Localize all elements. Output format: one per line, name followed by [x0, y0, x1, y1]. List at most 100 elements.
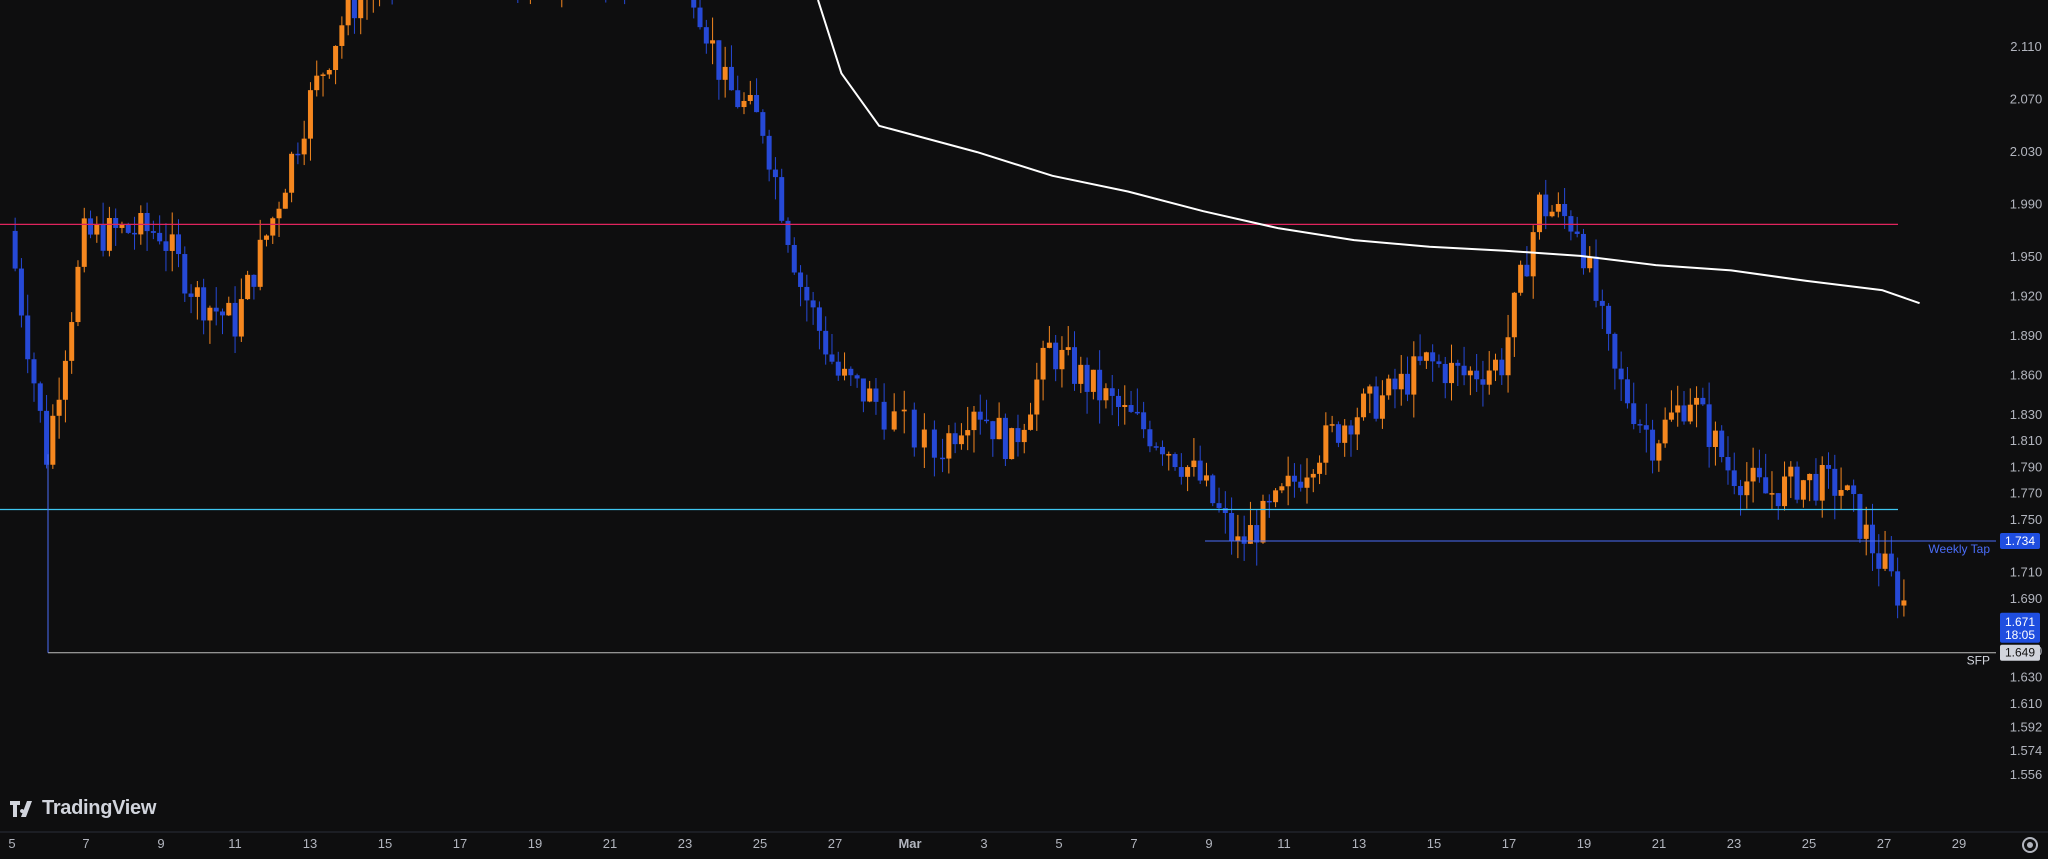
- candle-body: [1643, 425, 1649, 430]
- candle-body: [119, 224, 125, 228]
- candle-body: [1361, 393, 1367, 418]
- time-axis[interactable]: 5 7 9 11 13 15 17 19 21 23 25 27 Mar 3 5 7 9 11 13 15 17 19 21…: [0, 831, 2048, 851]
- candle-body: [1185, 467, 1191, 477]
- sfp-price-tag: [2000, 644, 2040, 661]
- candle-body: [1348, 425, 1354, 435]
- candle-body: [1379, 395, 1385, 419]
- weekly-tap-price-value: 1.734: [2005, 534, 2035, 548]
- candle-body: [1499, 359, 1505, 376]
- time-tick-label: 5: [1055, 836, 1062, 851]
- candle-body: [301, 138, 307, 155]
- candle-body: [1712, 430, 1718, 447]
- moving-average-path: [817, 0, 1920, 305]
- candle-body: [1455, 362, 1461, 366]
- candle-body: [1782, 476, 1788, 507]
- candle-body: [1662, 419, 1668, 444]
- candle-body: [188, 293, 194, 297]
- candle-body: [766, 135, 772, 170]
- candle-body: [990, 421, 996, 440]
- brand-name: TradingView: [42, 797, 157, 819]
- sfp-price-value: 1.649: [2005, 646, 2035, 660]
- time-tick-label: 29: [1952, 836, 1966, 851]
- candle-body: [891, 411, 897, 430]
- candle-body: [1229, 513, 1235, 542]
- candle-body: [691, 0, 697, 8]
- candle-body: [169, 234, 175, 251]
- candle-body: [1317, 462, 1323, 474]
- candle-body: [1354, 417, 1360, 435]
- price-tick-label: 2.110: [2010, 39, 2042, 54]
- candle-body: [1009, 428, 1015, 460]
- candle-body: [1323, 425, 1329, 463]
- candle-body: [1103, 388, 1109, 401]
- candle-body: [747, 95, 753, 101]
- price-axis[interactable]: 2.110 2.070 2.030 1.990 1.950 1.920 1.890 1.860…: [2000, 0, 2048, 832]
- candle-body: [1700, 397, 1706, 405]
- candle-body: [69, 322, 75, 361]
- time-tick-label: 21: [603, 836, 617, 851]
- candle-body: [952, 433, 958, 445]
- candle-body: [176, 234, 182, 255]
- price-tick-label: 2.070: [2010, 92, 2043, 107]
- candle-body: [1863, 524, 1869, 539]
- time-tick-label: 15: [1427, 836, 1441, 851]
- candle-body: [1398, 373, 1404, 390]
- candle-body: [977, 411, 983, 420]
- candle-body: [1888, 553, 1894, 572]
- horizontal-levels: Weekly Tap SFP: [0, 223, 1996, 668]
- candle-body: [722, 66, 728, 80]
- candle-body: [1562, 204, 1568, 217]
- candle-body: [1097, 369, 1103, 401]
- candle-body: [1486, 370, 1492, 385]
- candle-body: [182, 254, 188, 294]
- moving-average-line: [817, 0, 1920, 305]
- candle-body: [1687, 404, 1693, 422]
- candle-body: [1260, 500, 1266, 543]
- candle-body: [1122, 405, 1128, 407]
- last-price-tag: [2000, 612, 2040, 643]
- candle-body: [1844, 485, 1850, 491]
- time-tick-label: 7: [1130, 836, 1137, 851]
- candle-body: [971, 411, 977, 431]
- time-tick-label: 23: [678, 836, 692, 851]
- candle-body: [1241, 536, 1247, 544]
- candle-body: [1109, 388, 1115, 396]
- candle-body: [1021, 429, 1027, 443]
- candle-body: [1543, 194, 1549, 217]
- candle-body: [232, 302, 238, 337]
- candle-body: [873, 388, 879, 402]
- candle-body: [1197, 460, 1203, 481]
- candle-body: [358, 0, 364, 19]
- candle-body: [1115, 395, 1121, 407]
- candle-body: [1436, 361, 1442, 364]
- candle-body: [18, 268, 24, 316]
- candle-body: [351, 0, 357, 19]
- candle-body: [996, 417, 1002, 440]
- candle-body: [1159, 446, 1165, 455]
- settings-icon[interactable]: [2022, 837, 2038, 853]
- candle-body: [1838, 490, 1844, 496]
- candle-body: [1423, 352, 1429, 361]
- candle-body: [735, 90, 741, 108]
- candle-body: [1216, 503, 1222, 509]
- candle-body: [1072, 347, 1078, 384]
- candle-body: [1788, 466, 1794, 477]
- candle-body: [1147, 429, 1153, 447]
- sfp-annotation: SFP: [1967, 654, 1990, 668]
- candle-body: [251, 274, 257, 287]
- candle-body: [1065, 347, 1071, 350]
- last-price-value: 1.671: [2005, 615, 2035, 629]
- candle-body: [1851, 485, 1857, 495]
- candle-body: [779, 177, 785, 221]
- candle-body: [1373, 386, 1379, 419]
- candle-body: [1367, 386, 1373, 394]
- candle-body: [320, 74, 326, 76]
- candle-body: [829, 354, 835, 362]
- time-tick-label: Mar: [898, 836, 921, 851]
- candle-body: [710, 40, 716, 44]
- candle-body: [333, 45, 339, 71]
- candle-body: [1631, 403, 1637, 425]
- candle-body: [295, 153, 301, 156]
- price-tick-label: 1.556: [2010, 767, 2043, 782]
